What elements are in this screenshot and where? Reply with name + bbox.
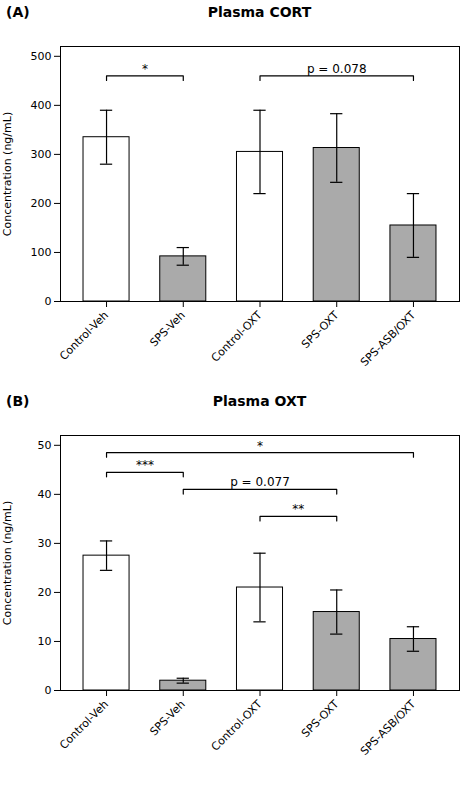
svg-text:*: * [257,439,263,453]
svg-text:50: 50 [38,439,52,452]
svg-text:0: 0 [45,684,52,697]
svg-text:Control-OXT: Control-OXT [209,309,265,365]
svg-text:SPS-OXT: SPS-OXT [299,698,342,741]
svg-text:SPS-ASB/OXT: SPS-ASB/OXT [358,309,418,369]
html-text:Plasma CORT: Plasma CORT [207,4,312,20]
svg-text:Control-Veh: Control-Veh [57,698,111,752]
svg-text:SPS-ASB/OXT: SPS-ASB/OXT [358,698,418,758]
html-text:Plasma OXT: Plasma OXT [212,393,307,409]
svg-text:Control-Veh: Control-Veh [57,309,111,363]
svg-text:Control-OXT: Control-OXT [209,698,265,754]
svg-text:Concentration (ng/mL): Concentration (ng/mL) [1,501,14,625]
svg-text:500: 500 [31,50,52,63]
svg-text:***: *** [136,458,154,472]
svg-text:Concentration (ng/mL): Concentration (ng/mL) [1,112,14,236]
svg-text:SPS-Veh: SPS-Veh [147,309,188,350]
svg-text:400: 400 [31,99,52,112]
svg-text:SPS-OXT: SPS-OXT [299,309,342,352]
svg-text:SPS-Veh: SPS-Veh [147,698,188,739]
svg-text:p = 0.077: p = 0.077 [230,475,290,489]
svg-text:0: 0 [45,295,52,308]
html-text:(A): (A) [6,4,30,20]
svg-text:10: 10 [38,635,52,648]
svg-text:100: 100 [31,246,52,259]
svg-text:30: 30 [38,537,52,550]
svg-text:p = 0.078: p = 0.078 [307,62,367,76]
svg-text:200: 200 [31,197,52,210]
svg-text:40: 40 [38,488,52,501]
svg-text:300: 300 [31,148,52,161]
svg-text:**: ** [292,502,304,516]
svg-text:20: 20 [38,586,52,599]
svg-text:*: * [142,62,148,76]
html-text:(B): (B) [6,393,30,409]
